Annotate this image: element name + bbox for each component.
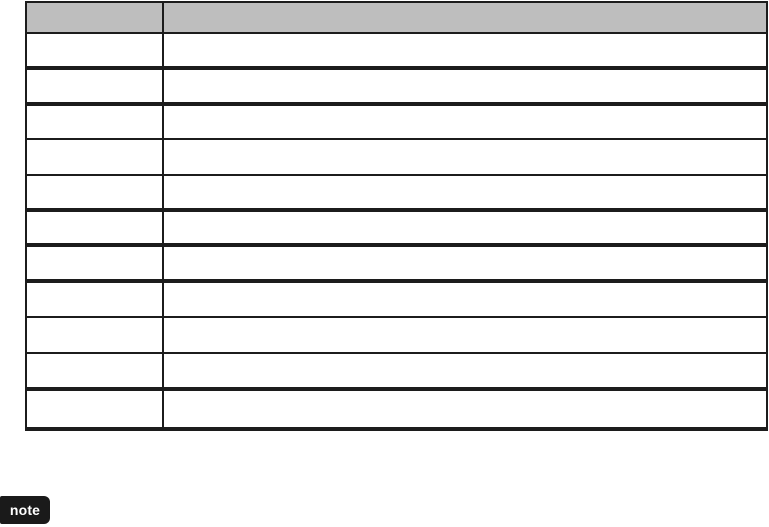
- note-badge-label: note: [9, 502, 41, 518]
- table-cell: [27, 318, 164, 352]
- table-cell: [27, 212, 164, 243]
- table-header-cell-2: [164, 3, 766, 32]
- table-row: [27, 247, 766, 283]
- table-row: [27, 212, 766, 247]
- table-cell: [27, 106, 164, 138]
- table-row: [27, 106, 766, 140]
- table-cell: [164, 106, 766, 138]
- table-cell: [27, 34, 164, 66]
- table-header-row: [27, 3, 766, 34]
- table-cell: [164, 34, 766, 66]
- data-table: [25, 1, 768, 431]
- table-cell: [27, 247, 164, 279]
- table-row: [27, 176, 766, 212]
- table-cell: [164, 391, 766, 427]
- table-cell: [164, 247, 766, 279]
- note-badge: note: [0, 496, 50, 524]
- table-row: [27, 318, 766, 354]
- table-row: [27, 70, 766, 106]
- table-cell: [164, 318, 766, 352]
- table-cell: [27, 354, 164, 387]
- table-cell: [27, 140, 164, 174]
- table-cell: [164, 140, 766, 174]
- table-row: [27, 391, 766, 427]
- table-row: [27, 140, 766, 176]
- table-header-cell-1: [27, 3, 164, 32]
- table-cell: [27, 283, 164, 316]
- table-cell: [164, 70, 766, 102]
- table-cell: [27, 391, 164, 427]
- table-cell: [164, 283, 766, 316]
- table-cell: [164, 354, 766, 387]
- table-cell: [27, 176, 164, 208]
- table-row: [27, 34, 766, 70]
- table-cell: [27, 70, 164, 102]
- table-cell: [164, 176, 766, 208]
- table-row: [27, 283, 766, 318]
- table-cell: [164, 212, 766, 243]
- table-row: [27, 354, 766, 391]
